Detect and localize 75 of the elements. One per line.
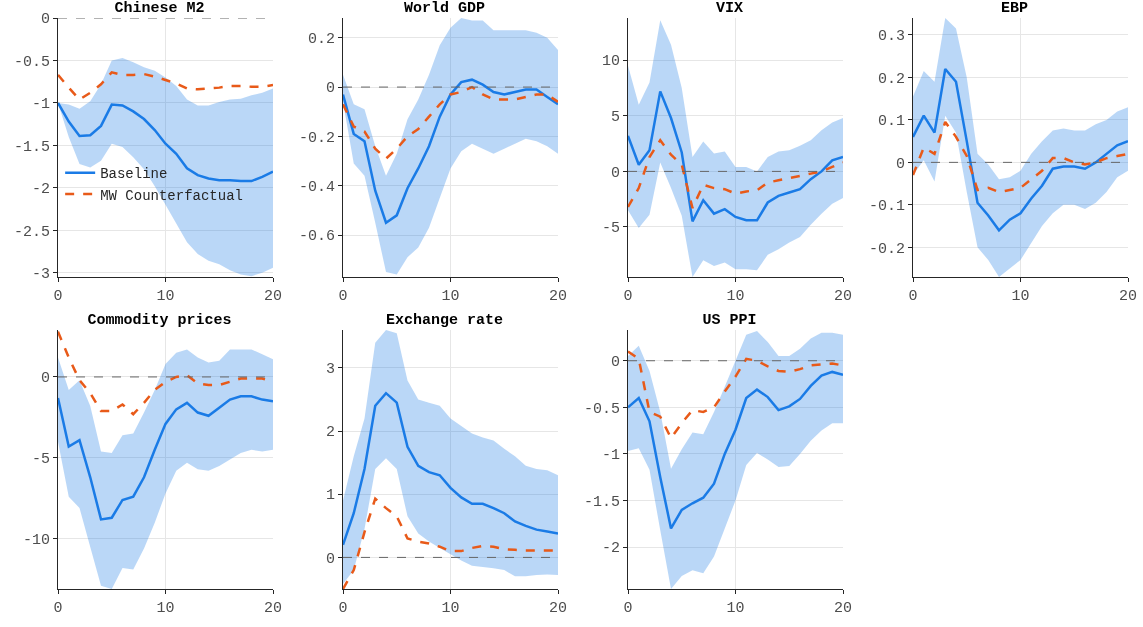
x-tick-label: 20 <box>263 600 283 617</box>
y-tick-label: -0.5 <box>583 400 620 418</box>
x-tick-label: 0 <box>623 600 633 617</box>
y-tick-label: 0 <box>40 11 50 29</box>
x-tick-label: 0 <box>53 600 63 617</box>
y-tick-label: 3 <box>325 361 335 379</box>
x-tick-label: 10 <box>441 600 460 617</box>
x-tick-label: 20 <box>1118 288 1138 305</box>
x-tick-label: 20 <box>548 600 568 617</box>
y-tick-label: -0.2 <box>868 240 905 258</box>
x-tick-label: 0 <box>908 288 918 305</box>
y-tick-label: 0 <box>325 550 335 568</box>
y-tick-label: -1.5 <box>13 138 50 156</box>
y-tick-label: -0.4 <box>298 178 335 196</box>
y-tick-label: -2.5 <box>13 223 50 241</box>
y-tick-label: -2 <box>31 181 50 199</box>
y-tick-label: -0.1 <box>868 198 905 216</box>
y-tick-label: -3 <box>31 266 50 283</box>
y-tick-label: -0.6 <box>298 228 335 246</box>
y-tick-label: 0.1 <box>877 113 905 131</box>
line-series <box>913 120 1128 194</box>
chart-title: US PPI <box>702 312 757 330</box>
y-tick-label: 0 <box>895 155 905 173</box>
legend-label: Baseline <box>100 166 168 183</box>
chart-title: Chinese M2 <box>114 0 205 18</box>
x-tick-label: 0 <box>338 288 348 305</box>
y-tick-label: 0.2 <box>877 70 905 88</box>
line-series <box>58 71 273 101</box>
x-tick-label: 20 <box>833 288 853 305</box>
x-tick-label: 20 <box>263 288 283 305</box>
y-tick-label: -10 <box>22 532 50 550</box>
y-tick-label: 2 <box>325 424 335 442</box>
chart-title: EBP <box>1001 0 1029 18</box>
line-series <box>58 101 273 183</box>
x-tick-label: 10 <box>156 288 175 305</box>
x-tick-label: 0 <box>338 600 348 617</box>
line-series <box>628 90 843 223</box>
chart-title: World GDP <box>404 0 486 18</box>
x-tick-label: 10 <box>1011 288 1030 305</box>
y-tick-label: -1 <box>601 447 620 465</box>
chart-title: Commodity prices <box>87 312 232 330</box>
y-tick-label: 5 <box>610 109 620 127</box>
y-tick-label: 0 <box>610 353 620 371</box>
y-tick-label: 0 <box>610 164 620 182</box>
x-tick-label: 10 <box>726 600 745 617</box>
y-tick-label: -0.5 <box>13 53 50 71</box>
line-series <box>58 395 273 521</box>
x-tick-label: 10 <box>156 600 175 617</box>
y-tick-label: 0.2 <box>307 30 335 48</box>
legend-label: MW Counterfactual <box>100 187 243 204</box>
x-tick-label: 20 <box>833 600 853 617</box>
y-tick-label: -5 <box>31 451 50 469</box>
y-tick-label: 10 <box>601 53 620 71</box>
y-tick-label: -0.2 <box>298 129 335 147</box>
chart-title: Exchange rate <box>386 312 504 330</box>
line-series <box>343 78 558 224</box>
y-tick-label: 0 <box>325 80 335 98</box>
x-tick-label: 0 <box>53 288 63 305</box>
line-series <box>343 85 558 160</box>
y-tick-label: -1 <box>31 96 50 114</box>
x-tick-label: 0 <box>623 288 633 305</box>
y-tick-label: -1.5 <box>583 493 620 511</box>
line-series <box>343 391 558 547</box>
y-tick-label: 1 <box>325 487 335 505</box>
line-series <box>628 370 843 530</box>
y-tick-label: 0 <box>40 370 50 388</box>
x-tick-label: 10 <box>726 288 745 305</box>
y-tick-label: 0.3 <box>877 28 905 46</box>
line-series <box>628 139 843 210</box>
chart-title: VIX <box>716 0 744 18</box>
y-tick-label: -5 <box>601 220 620 238</box>
x-tick-label: 20 <box>548 288 568 305</box>
y-tick-label: -2 <box>601 540 620 558</box>
line-series <box>913 67 1128 232</box>
x-tick-label: 10 <box>441 288 460 305</box>
